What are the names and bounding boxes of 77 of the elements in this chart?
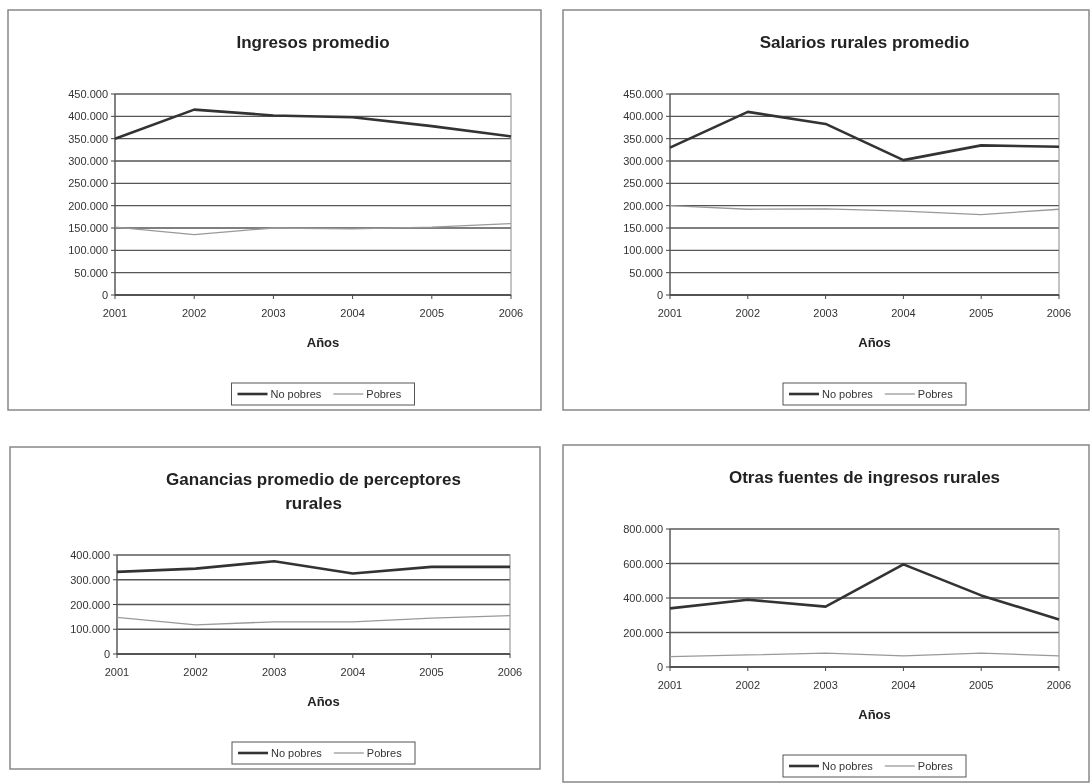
y-tick-label: 800.000 — [623, 523, 663, 535]
x-tick-label: 2001 — [104, 666, 130, 678]
x-tick-label: 2002 — [735, 679, 761, 691]
y-tick-label: 150.000 — [68, 222, 108, 234]
x-tick-label: 2002 — [183, 666, 208, 678]
chart-title: Salarios rurales promedio — [759, 33, 970, 52]
y-tick-label: 0 — [101, 289, 108, 301]
x-tick-label: 2004 — [340, 307, 365, 319]
x-axis-title: Años — [306, 335, 340, 350]
line-series — [668, 563, 1061, 621]
legend-label: No pobres — [271, 747, 323, 759]
y-tick-label: 150.000 — [623, 222, 663, 234]
chart-title: Ganancias promedio de perceptores rurales — [166, 470, 461, 513]
x-tick-label: 2006 — [497, 666, 523, 678]
x-tick-label: 2005 — [419, 307, 445, 319]
y-tick-label: 300.000 — [70, 573, 110, 586]
x-axis-title: Años — [858, 335, 891, 350]
x-tick-label: 2001 — [657, 679, 683, 691]
chart-title: Ingresos promedio — [236, 33, 390, 52]
x-tick-label: 2002 — [181, 307, 207, 319]
y-tick-label: 200.000 — [623, 199, 663, 212]
legend-label: No pobres — [822, 760, 874, 772]
y-tick-label: 250.000 — [623, 177, 663, 190]
line-series — [113, 108, 513, 140]
y-tick-label: 100.000 — [68, 244, 108, 257]
line-series — [115, 559, 512, 575]
x-tick-label: 2004 — [891, 679, 916, 691]
y-tick-label: 0 — [656, 289, 663, 301]
legend-label: Pobres — [917, 760, 954, 772]
x-tick-label: 2004 — [340, 666, 366, 678]
x-tick-label: 2006 — [1046, 679, 1072, 691]
y-tick-label: 400.000 — [70, 549, 110, 561]
x-tick-label: 2006 — [1046, 307, 1072, 319]
y-tick-label: 100.000 — [623, 244, 663, 257]
line-series — [114, 222, 512, 236]
x-tick-label: 2005 — [419, 666, 444, 678]
x-tick-label: 2004 — [891, 307, 916, 319]
y-tick-label: 50.000 — [629, 266, 663, 279]
legend-label: Pobres — [366, 747, 403, 759]
x-axis-title: Años — [858, 707, 891, 722]
x-tick-label: 2001 — [102, 307, 128, 319]
x-tick-label: 2003 — [261, 307, 286, 319]
legend-label: Pobres — [917, 388, 954, 400]
x-tick-label: 2005 — [968, 679, 994, 691]
y-tick-label: 300.000 — [68, 155, 108, 167]
x-axis-title: Años — [307, 694, 340, 709]
x-tick-label: 2002 — [735, 307, 761, 319]
y-tick-label: 50.000 — [74, 266, 108, 279]
x-tick-label: 2003 — [261, 666, 287, 678]
x-tick-label: 2006 — [498, 307, 524, 319]
legend-label: No pobres — [822, 388, 874, 400]
y-tick-label: 350.000 — [623, 132, 663, 145]
y-tick-label: 450.000 — [68, 88, 108, 100]
y-tick-label: 400.000 — [68, 110, 108, 123]
legend-label: Pobres — [366, 388, 402, 400]
line-series — [669, 205, 1060, 216]
y-tick-label: 350.000 — [68, 132, 108, 145]
x-tick-label: 2005 — [968, 307, 994, 319]
chart-title: Otras fuentes de ingresos rurales — [728, 468, 1001, 487]
line-series — [116, 614, 511, 626]
y-tick-label: 100.000 — [70, 623, 110, 636]
y-tick-label: 0 — [656, 661, 663, 673]
y-tick-label: 400.000 — [623, 592, 663, 604]
line-series — [668, 110, 1061, 162]
y-tick-label: 400.000 — [623, 110, 663, 123]
y-tick-label: 200.000 — [68, 199, 108, 212]
y-tick-label: 600.000 — [623, 557, 663, 570]
y-tick-label: 300.000 — [623, 155, 663, 167]
y-tick-label: 200.000 — [70, 598, 110, 611]
legend-label: No pobres — [270, 388, 322, 400]
y-tick-label: 250.000 — [68, 177, 108, 190]
x-tick-label: 2003 — [813, 307, 838, 319]
x-tick-label: 2003 — [813, 679, 838, 691]
y-tick-label: 450.000 — [623, 88, 663, 100]
y-tick-label: 0 — [103, 648, 110, 660]
x-tick-label: 2001 — [657, 307, 683, 319]
y-tick-label: 200.000 — [623, 626, 663, 639]
